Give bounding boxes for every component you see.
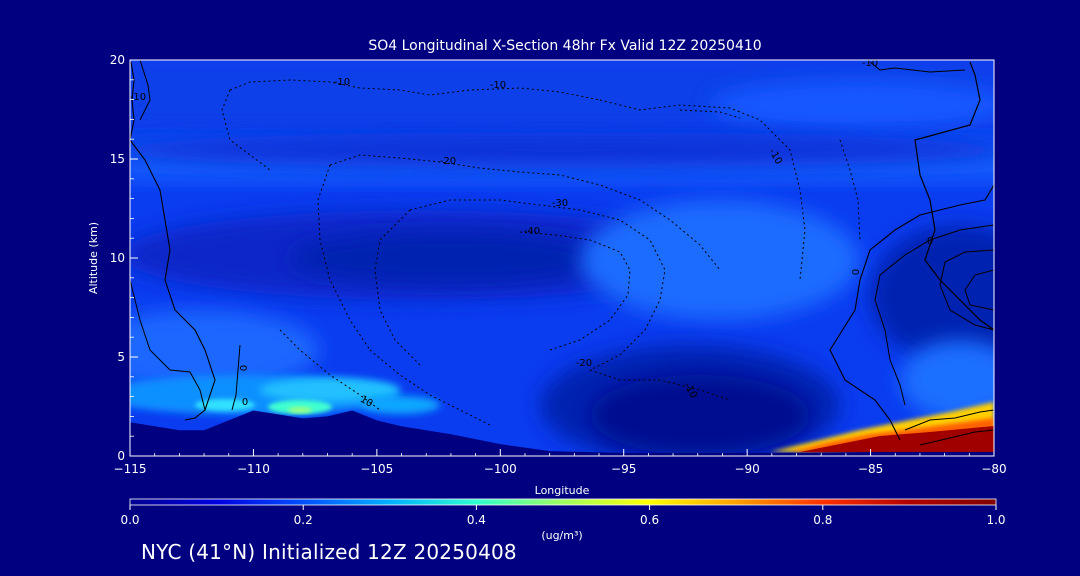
chart-title: SO4 Longitudinal X-Section 48hr Fx Valid… (368, 38, 761, 54)
contour-solid-left (130, 61, 216, 421)
contour-label: -20 (576, 358, 592, 369)
mid-blue-right (900, 340, 994, 420)
light-band-low (130, 310, 320, 390)
contour-solid-right-2 (869, 61, 966, 73)
colorbar-tick-label: 0.4 (467, 513, 486, 527)
hot-layer-core (800, 426, 994, 452)
contour-dotted-10 (279, 329, 381, 411)
contour-label: 0 (242, 397, 248, 408)
colorbar-tick-label: 0.8 (813, 513, 832, 527)
cyan-peak-2 (195, 399, 255, 411)
colorbar-units: (ug/m³) (541, 529, 582, 542)
contour-solid-right-3 (829, 184, 994, 441)
contour-solid-surface (904, 409, 994, 431)
contour-dotted-7 (374, 209, 421, 366)
contour-solid-left-3 (130, 279, 206, 411)
dark-layer-right (870, 225, 994, 365)
colorbar-tick-label: 1.0 (986, 513, 1005, 527)
contour-dotted-11 (369, 349, 491, 426)
contour-label: 0 (237, 365, 248, 371)
contour-solid-right-1 (914, 61, 994, 331)
x-tick-label: −110 (237, 462, 270, 476)
contour-dotted-2 (221, 89, 271, 171)
contour-solid-left-2 (139, 60, 151, 121)
colorbar-tick-label: 0.2 (294, 513, 313, 527)
light-region-mid (580, 200, 860, 320)
colorbar-tick-label: 0.0 (120, 513, 139, 527)
x-axis-label: Longitude (535, 484, 590, 497)
contour-dotted-1 (229, 79, 601, 101)
x-tick-label: −85 (858, 462, 883, 476)
dark-layer-mid-core (290, 232, 610, 284)
colorbar-gradient (130, 499, 996, 505)
cyan-band-terrain (360, 396, 440, 414)
y-axis-label: Altitude (km) (87, 222, 100, 294)
contour-lines (130, 60, 994, 446)
contour-label: -10 (490, 80, 506, 91)
contour-solid-right-4 (874, 224, 994, 406)
contour-dotted-12 (589, 369, 731, 401)
contour-solid-right-6 (964, 269, 994, 311)
contour-label: -40 (524, 226, 540, 237)
contour-label: -10 (334, 77, 350, 88)
contour-label: -30 (552, 198, 568, 209)
colorbar: 0.0 0.2 0.4 0.6 0.8 1.0 (ug/m³) (120, 498, 1006, 542)
contour-solid-right-5 (939, 249, 994, 331)
contour-label: 0 (849, 269, 860, 275)
colorbar-tick-label: 0.6 (640, 513, 659, 527)
y-tick-label: 10 (110, 251, 125, 265)
x-tick-label: −115 (114, 462, 147, 476)
contour-solid-surface-2 (919, 429, 994, 446)
contour-dotted-13 (679, 109, 741, 119)
footer-init-label: NYC (41°N) Initialized 12Z 20250408 (141, 540, 517, 564)
colorbar-ticks: 0.0 0.2 0.4 0.6 0.8 1.0 (120, 505, 1006, 527)
dark-layer-upper (130, 132, 994, 168)
contour-solid-zero (231, 344, 241, 411)
contour-dotted-8 (519, 231, 631, 351)
plot-area (130, 60, 994, 456)
contour-dotted-4 (329, 154, 721, 271)
x-tick-label: −105 (360, 462, 393, 476)
contour-dotted-6 (409, 199, 666, 371)
contour-label: -10 (862, 58, 878, 69)
clean-pocket-core (590, 375, 810, 455)
y-axis: 0 5 10 15 20 (110, 53, 138, 463)
cyan-band-low-2 (260, 378, 400, 402)
contour-label: 0 (927, 236, 933, 247)
x-tick-label: −90 (734, 462, 759, 476)
y-tick-label: 15 (110, 152, 125, 166)
contour-dotted-9 (839, 139, 861, 241)
contour-label: -10 (130, 92, 146, 103)
band-upper-right (710, 80, 994, 130)
contour-dotted-5 (317, 164, 371, 351)
colorbar-frame (129, 498, 997, 506)
y-tick-label: 5 (117, 350, 125, 364)
x-tick-label: −100 (484, 462, 517, 476)
y-tick-label: 0 (117, 449, 125, 463)
y-tick-label: 20 (110, 53, 125, 67)
green-peak (288, 407, 312, 413)
terrain (130, 410, 994, 456)
x-axis: −115 −110 −105 −100 −95 −90 −85 −80 (114, 449, 1007, 476)
x-tick-label: −95 (611, 462, 636, 476)
contour-label: -20 (440, 156, 456, 167)
x-tick-label: −80 (981, 462, 1006, 476)
